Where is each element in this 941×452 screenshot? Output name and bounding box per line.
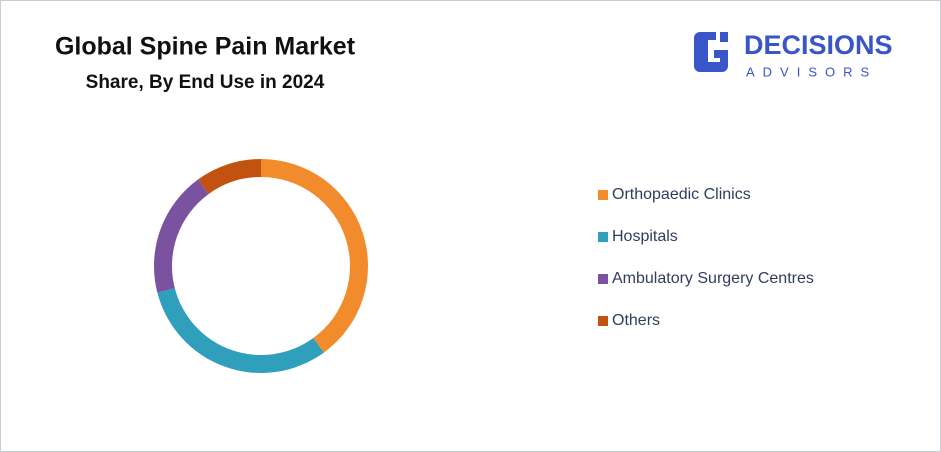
logo-icon-bar <box>720 32 728 42</box>
logo-name: DECISIONS <box>744 30 893 60</box>
donut-slice <box>157 288 324 373</box>
chart-subtitle: Share, By End Use in 2024 <box>86 72 325 93</box>
logo: DECISIONS ADVISORS <box>694 30 893 79</box>
legend-label: Others <box>612 312 660 329</box>
legend-label: Ambulatory Surgery Centres <box>612 270 814 287</box>
legend-swatch <box>598 274 608 284</box>
legend-label: Orthopaedic Clinics <box>612 186 751 203</box>
legend-swatch <box>598 190 608 200</box>
legend-label: Hospitals <box>612 228 678 245</box>
donut-slice <box>154 179 209 293</box>
chart-title: Global Spine Pain Market <box>55 33 356 61</box>
logo-icon <box>694 32 728 72</box>
donut-slice <box>261 159 368 353</box>
donut-slice <box>198 159 261 194</box>
logo-tagline: ADVISORS <box>746 64 877 79</box>
legend-swatch <box>598 232 608 242</box>
legend-swatch <box>598 316 608 326</box>
